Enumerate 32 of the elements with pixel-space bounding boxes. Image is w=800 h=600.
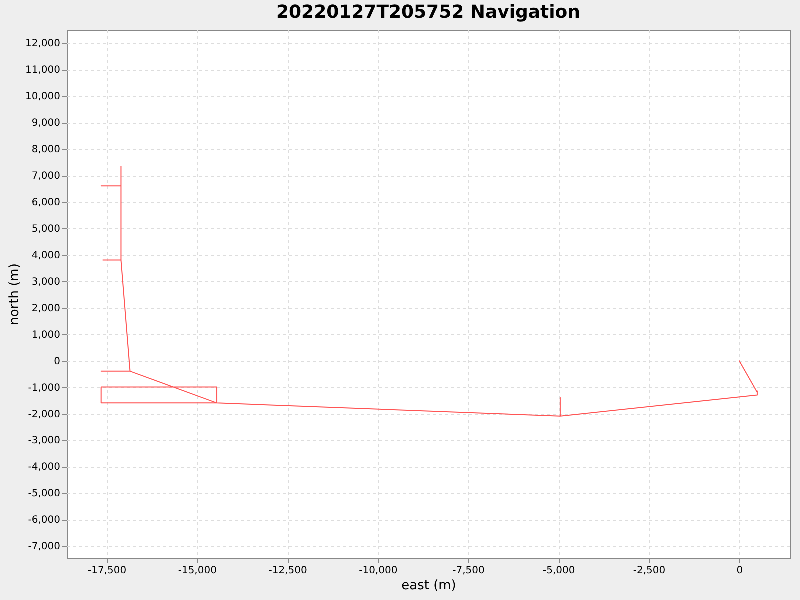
- y-tick-label: 1,000: [32, 330, 60, 341]
- y-axis-title: north (m): [8, 264, 23, 326]
- y-tick-label: 4,000: [32, 250, 60, 262]
- x-tick-label: -5,000: [543, 566, 576, 576]
- y-tick-label: 11,000: [26, 65, 60, 76]
- y-tick-label: -4,000: [28, 462, 60, 474]
- y-tick-label: 12,000: [26, 38, 60, 50]
- y-tick-label: -3,000: [28, 436, 60, 447]
- y-tick-label: 7,000: [32, 171, 60, 182]
- y-tick-label: 3,000: [32, 276, 60, 288]
- y-tick-label: 8,000: [32, 144, 60, 156]
- x-tick-label: -12,500: [268, 566, 308, 576]
- x-tick-label: -15,000: [178, 566, 217, 576]
- x-tick-label: -7,500: [452, 566, 485, 576]
- chart-title: 20220127T205752 Navigation: [276, 2, 580, 23]
- x-tick-label: -10,000: [359, 566, 398, 576]
- y-tick-label: 2,000: [32, 303, 60, 314]
- y-tick-label: -5,000: [28, 488, 60, 500]
- y-tick-label: -1,000: [28, 382, 60, 394]
- y-tick-label: 9,000: [32, 118, 60, 130]
- y-tick-label: 6,000: [32, 198, 60, 209]
- line-series: [100, 166, 758, 417]
- y-tick-label: 10,000: [26, 92, 60, 103]
- y-tick-label: 5,000: [32, 224, 60, 235]
- x-tick-label: 0: [736, 566, 744, 576]
- y-tick-label: 0: [54, 356, 60, 368]
- x-tick-label: -2,500: [633, 566, 666, 576]
- x-tick-label: -17,500: [88, 566, 127, 576]
- y-tick-label: -6,000: [28, 515, 60, 526]
- x-axis-title: east (m): [402, 578, 456, 594]
- y-tick-label: -7,000: [28, 542, 60, 553]
- y-tick-label: -2,000: [28, 409, 60, 420]
